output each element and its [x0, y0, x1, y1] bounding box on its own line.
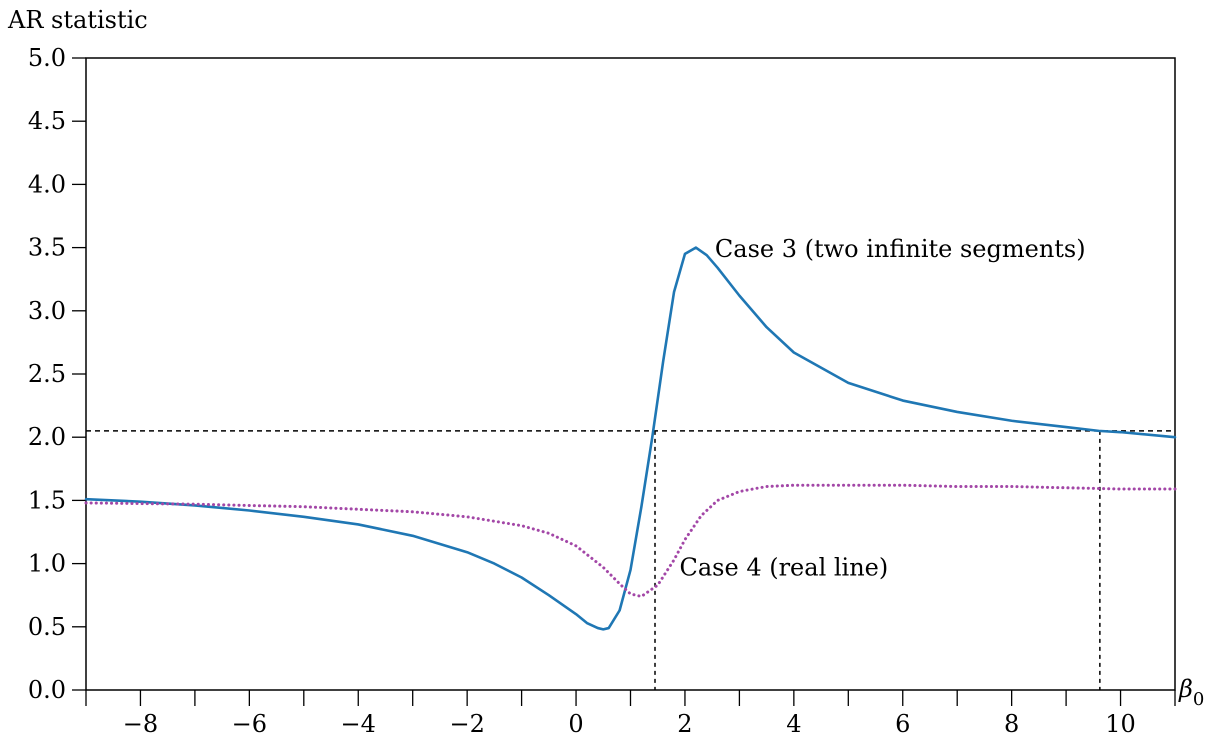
y-tick-label: 2.5	[28, 360, 66, 388]
y-tick-label: 2.0	[28, 423, 66, 451]
annotation-case3: Case 3 (two infinite segments)	[715, 235, 1086, 263]
y-tick-label: 0.5	[28, 613, 66, 641]
x-axis-label-symbol: β	[1178, 675, 1193, 703]
y-tick-label: 5.0	[28, 44, 66, 72]
x-tick-label: −2	[449, 710, 484, 738]
series-line-case4	[86, 485, 1175, 596]
y-tick-label: 1.5	[28, 486, 66, 514]
series-line-case3	[86, 248, 1175, 630]
x-tick-label: −8	[123, 710, 158, 738]
annotations-layer: Case 3 (two infinite segments) Case 4 (re…	[680, 235, 1086, 582]
y-tick-label: 3.5	[28, 234, 66, 262]
x-tick-label: −6	[232, 710, 267, 738]
x-tick-label: 10	[1105, 710, 1136, 738]
x-axis-label: β0	[1178, 675, 1204, 710]
x-tick-label: −4	[341, 710, 376, 738]
x-axis-label-subscript: 0	[1193, 689, 1204, 710]
x-tick-label: 6	[895, 710, 910, 738]
x-tick-label: 2	[677, 710, 692, 738]
ticks-layer: −8 −6 −4 −2 0 2 4 6 8 10 0.0 0.5 1.0 1.5 2.0 2.5 3.0 3.5 4…	[28, 44, 1175, 738]
x-tick-label: 4	[786, 710, 801, 738]
x-tick-label: 8	[1004, 710, 1019, 738]
y-tick-label: 0.0	[28, 676, 66, 704]
series-layer	[86, 248, 1175, 630]
annotation-case4: Case 4 (real line)	[680, 553, 889, 581]
y-tick-label: 3.0	[28, 297, 66, 325]
plot-frame	[86, 58, 1175, 690]
critical-value-lines	[86, 431, 1175, 690]
x-tick-label: 0	[568, 710, 583, 738]
y-tick-label: 1.0	[28, 550, 66, 578]
y-axis-label: AR statistic	[7, 6, 148, 34]
y-tick-label: 4.0	[28, 170, 66, 198]
y-tick-label: 4.5	[28, 107, 66, 135]
